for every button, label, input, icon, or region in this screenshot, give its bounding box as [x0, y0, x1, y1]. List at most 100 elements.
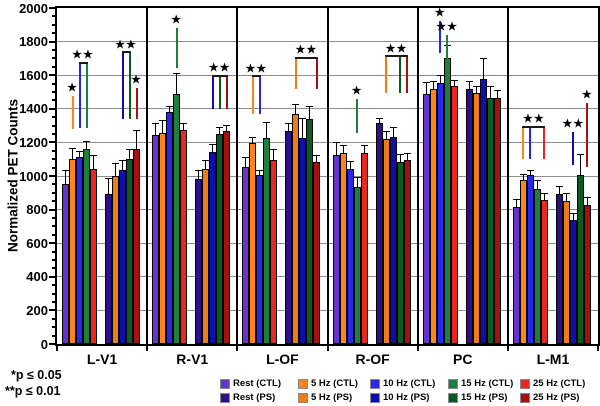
error-bar-line — [558, 186, 560, 194]
y-minor-tick — [52, 183, 56, 186]
error-bar-line — [439, 75, 441, 83]
significance-bracket-top — [522, 125, 546, 128]
significance-stars: ★ — [171, 14, 183, 27]
y-minor-tick — [52, 32, 56, 35]
error-bar-line — [316, 155, 318, 162]
error-bar-line — [259, 170, 261, 176]
error-bar-line — [515, 199, 517, 208]
y-minor-tick — [52, 65, 56, 68]
bar — [332, 155, 340, 344]
significance-line — [211, 76, 214, 109]
bar — [479, 79, 487, 344]
legend-item: 25 Hz (CTL) — [520, 378, 585, 389]
bar — [195, 179, 203, 344]
bar — [555, 193, 563, 344]
y-minor-tick — [52, 149, 56, 152]
y-minor-tick — [52, 233, 56, 236]
error-bar-line — [302, 118, 304, 139]
bar — [223, 131, 231, 344]
error-bar-cap — [306, 105, 314, 107]
y-major-tick — [49, 343, 56, 345]
error-bar-cap — [346, 161, 354, 163]
bar — [569, 219, 577, 344]
bar — [375, 123, 383, 344]
error-bar-cap — [173, 73, 181, 75]
y-major-tick — [49, 175, 56, 177]
footnote-p01: **p ≤ 0.01 — [5, 384, 61, 398]
y-tick-label: 800 — [26, 202, 48, 218]
error-bar-line — [536, 180, 538, 190]
legend-item: Rest (PS) — [220, 392, 275, 403]
bar — [263, 138, 271, 344]
error-bar-cap — [180, 123, 188, 125]
bar — [83, 149, 90, 344]
error-bar-line — [432, 81, 434, 89]
bar — [202, 169, 210, 344]
error-bar-line — [586, 197, 588, 206]
y-major-tick — [49, 40, 56, 43]
error-bar-cap — [263, 121, 271, 123]
error-bar-cap — [422, 82, 430, 84]
significance-line — [586, 102, 589, 167]
bar — [346, 169, 354, 344]
significance-line — [135, 87, 138, 119]
y-tick-label: 600 — [26, 235, 48, 251]
error-bar-cap — [512, 199, 520, 201]
error-bar-cap — [292, 104, 300, 106]
legend-swatch — [220, 378, 230, 389]
bar — [216, 134, 224, 344]
significance-stars: ★ — [581, 88, 593, 101]
y-minor-tick — [52, 217, 56, 219]
error-bar-cap — [353, 177, 361, 179]
significance-stars: ★★ — [562, 118, 585, 131]
bar — [152, 134, 160, 344]
significance-stars: ★ — [351, 84, 363, 97]
significance-line — [175, 28, 178, 68]
error-bar-line — [385, 131, 387, 140]
significance-line — [572, 132, 575, 166]
x-category-label: L-M1 — [536, 351, 570, 367]
error-bar-line — [273, 149, 275, 161]
error-bar-line — [219, 127, 221, 134]
x-tick — [326, 346, 329, 351]
bar — [166, 112, 174, 344]
error-bar-line — [349, 161, 351, 170]
error-bar-cap — [270, 149, 278, 151]
panel-divider — [416, 8, 419, 344]
y-minor-tick — [52, 23, 56, 26]
y-minor-tick — [52, 284, 56, 287]
y-major-tick — [49, 309, 56, 312]
error-bar-cap — [112, 162, 119, 164]
error-bar-cap — [166, 105, 174, 107]
bar — [526, 175, 534, 344]
error-bar-cap — [83, 141, 90, 143]
error-bar-cap — [152, 123, 160, 125]
x-tick — [236, 346, 239, 351]
significance-stars: ★★ — [72, 49, 94, 62]
y-tick-label: 400 — [26, 269, 48, 285]
significance-line — [446, 34, 449, 64]
error-bar-cap — [472, 86, 480, 88]
x-tick — [146, 346, 149, 351]
significance-line — [543, 127, 546, 160]
bar — [299, 138, 307, 344]
error-bar-cap — [223, 125, 231, 127]
panel-divider — [146, 8, 149, 344]
error-bar-line — [183, 123, 185, 130]
y-tick-label: 2000 — [19, 0, 48, 16]
y-minor-tick — [52, 334, 56, 337]
error-bar-line — [565, 193, 567, 202]
bar — [112, 176, 119, 344]
bar — [436, 82, 444, 344]
legend-swatch — [220, 392, 230, 403]
y-major-tick — [49, 242, 56, 245]
significance-bracket-top — [78, 61, 88, 64]
error-bar-cap — [555, 185, 563, 187]
error-bar-cap — [62, 170, 69, 172]
legend-swatch — [370, 378, 380, 389]
error-bar-line — [108, 178, 109, 195]
significance-line — [128, 52, 131, 119]
error-bar-line — [169, 106, 171, 113]
y-minor-tick — [52, 166, 56, 169]
bar — [576, 175, 584, 344]
